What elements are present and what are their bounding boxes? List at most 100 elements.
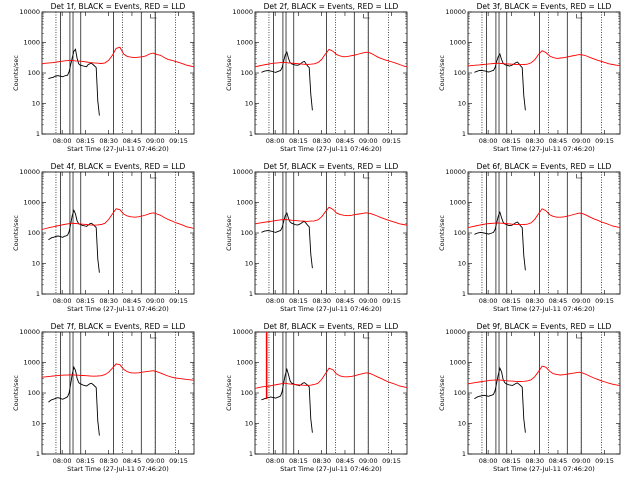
plot-frame [41, 331, 195, 455]
x-tick-label: 09:15 [382, 137, 401, 145]
x-tick-label: 08:30 [312, 457, 331, 465]
y-tick-label: 10000 [232, 168, 253, 176]
lld-series-line [467, 365, 621, 387]
lld-series-line [254, 367, 408, 389]
y-axis-label: Counts/sec [12, 55, 20, 91]
x-tick-label: 09:00 [572, 457, 591, 465]
x-tick-label: 09:15 [382, 297, 401, 305]
chart-panel-5: Det 5f, BLACK = Events, RED = LLD 1 10 100 1… [225, 162, 408, 313]
x-tick-label: 09:15 [169, 457, 188, 465]
y-axis-label: Counts/sec [225, 375, 233, 411]
x-tick-label: 08:15 [502, 297, 521, 305]
x-tick-label: 08:15 [502, 137, 521, 145]
chart-panel-3: Det 3f, BLACK = Events, RED = LLD 1 10 100 1… [438, 2, 621, 153]
y-axis-label: Counts/sec [225, 215, 233, 251]
x-tick-label: 09:00 [572, 297, 591, 305]
x-tick-label: 08:30 [312, 297, 331, 305]
chart-panel-2: Det 2f, BLACK = Events, RED = LLD 1 10 100 1… [225, 2, 408, 153]
y-tick-label: 10000 [232, 8, 253, 16]
y-tick-label: 1 [462, 130, 466, 138]
events-series-line [474, 366, 526, 433]
events-series-line [474, 210, 526, 271]
y-tick-label: 10 [32, 420, 40, 428]
y-tick-label: 10 [245, 260, 253, 268]
x-tick-label: 08:00 [479, 137, 498, 145]
lld-series-line [41, 208, 195, 230]
y-tick-label: 10 [32, 260, 40, 268]
y-tick-label: 100 [454, 69, 466, 77]
events-series-line [48, 48, 100, 116]
y-axis-label: Counts/sec [438, 375, 446, 411]
x-tick-label: 09:00 [359, 137, 378, 145]
y-tick-label: 10000 [19, 8, 40, 16]
chart-panel-6: Det 6f, BLACK = Events, RED = LLD 1 10 100 1… [438, 162, 621, 313]
x-tick-label: 09:00 [572, 137, 591, 145]
x-tick-label: 09:00 [146, 137, 165, 145]
x-tick-label: 08:45 [123, 297, 142, 305]
chart-title: Det 6f, BLACK = Events, RED = LLD [477, 162, 612, 171]
interval-bracket [576, 174, 583, 179]
chart-title: Det 2f, BLACK = Events, RED = LLD [264, 2, 399, 11]
y-tick-label: 1 [36, 450, 40, 458]
chart-title: Det 5f, BLACK = Events, RED = LLD [264, 162, 399, 171]
chart-title: Det 1f, BLACK = Events, RED = LLD [51, 2, 186, 11]
events-series-line [261, 367, 313, 433]
x-tick-label: 09:15 [169, 297, 188, 305]
y-tick-label: 10000 [19, 328, 40, 336]
y-tick-label: 100 [241, 69, 253, 77]
x-tick-label: 08:45 [336, 137, 355, 145]
plot-frame [467, 331, 621, 455]
chart-title: Det 7f, BLACK = Events, RED = LLD [51, 322, 186, 331]
y-tick-label: 1000 [449, 359, 466, 367]
y-tick-label: 100 [28, 69, 40, 77]
x-axis-label: Start Time (27-Jul-11 07:46:20) [280, 305, 382, 313]
x-tick-label: 08:15 [76, 137, 95, 145]
y-tick-label: 1000 [449, 39, 466, 47]
x-tick-label: 08:00 [53, 457, 72, 465]
lld-series-line [467, 208, 621, 229]
interval-bracket [363, 14, 370, 19]
y-tick-label: 100 [241, 229, 253, 237]
y-tick-label: 1000 [449, 199, 466, 207]
plot-frame [41, 171, 195, 295]
y-tick-label: 1000 [23, 359, 40, 367]
y-tick-label: 10000 [445, 328, 466, 336]
interval-bracket [576, 14, 583, 19]
x-axis-label: Start Time (27-Jul-11 07:46:20) [493, 465, 595, 473]
x-axis-label: Start Time (27-Jul-11 07:46:20) [493, 145, 595, 153]
x-tick-label: 08:00 [53, 137, 72, 145]
y-tick-label: 10 [32, 100, 40, 108]
x-tick-label: 08:00 [479, 457, 498, 465]
x-axis-label: Start Time (27-Jul-11 07:46:20) [280, 465, 382, 473]
x-tick-label: 08:30 [525, 297, 544, 305]
x-tick-label: 08:30 [525, 457, 544, 465]
y-tick-label: 1 [249, 290, 253, 298]
x-tick-label: 09:00 [146, 297, 165, 305]
x-tick-label: 08:30 [312, 137, 331, 145]
y-tick-label: 1 [36, 130, 40, 138]
y-tick-label: 10 [458, 100, 466, 108]
y-tick-label: 10000 [19, 168, 40, 176]
x-tick-label: 08:00 [266, 297, 285, 305]
y-tick-label: 1 [462, 450, 466, 458]
events-series-line [474, 52, 526, 111]
x-tick-label: 09:15 [382, 457, 401, 465]
x-axis-label: Start Time (27-Jul-11 07:46:20) [67, 305, 169, 313]
events-series-line [48, 209, 100, 273]
chart-title: Det 8f, BLACK = Events, RED = LLD [264, 322, 399, 331]
x-tick-label: 09:15 [595, 457, 614, 465]
y-tick-label: 10000 [445, 168, 466, 176]
plot-frame [41, 11, 195, 135]
x-tick-label: 08:00 [479, 297, 498, 305]
y-tick-label: 10000 [232, 328, 253, 336]
x-tick-label: 08:30 [99, 137, 118, 145]
chart-title: Det 3f, BLACK = Events, RED = LLD [477, 2, 612, 11]
x-axis-label: Start Time (27-Jul-11 07:46:20) [67, 145, 169, 153]
chart-panel-4: Det 4f, BLACK = Events, RED = LLD 1 10 100 1… [12, 162, 195, 313]
chart-title: Det 9f, BLACK = Events, RED = LLD [477, 322, 612, 331]
y-tick-label: 10 [458, 420, 466, 428]
x-axis-label: Start Time (27-Jul-11 07:46:20) [280, 145, 382, 153]
y-tick-label: 10000 [445, 8, 466, 16]
y-tick-label: 1 [462, 290, 466, 298]
